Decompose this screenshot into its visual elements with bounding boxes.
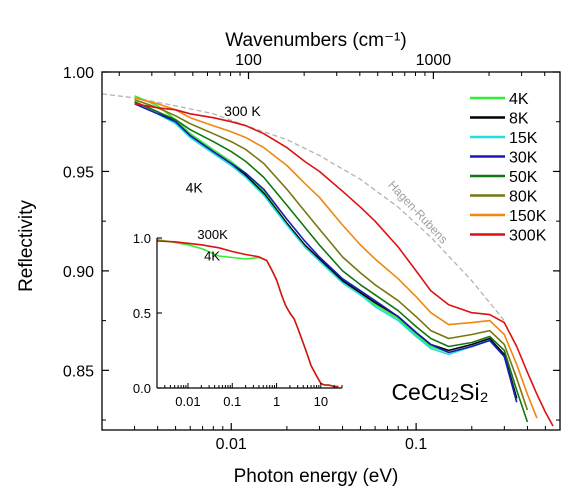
series-line-50k [134, 101, 529, 423]
hagen-rubens-curve [102, 93, 505, 322]
legend-label: 15K [509, 130, 538, 147]
series-line-80k [134, 99, 529, 411]
legend-label: 8K [509, 111, 529, 128]
x-axis-label: Photon energy (eV) [234, 466, 399, 487]
legend-label: 150K [509, 208, 547, 225]
y-tick-label: 0.90 [63, 264, 94, 281]
inset-annotation-label: 300K [197, 227, 228, 242]
material-label: CeCu₂Si₂ [391, 379, 488, 405]
inset-annotation-label: 4K [204, 249, 220, 264]
inset-x-tick-label: 0.1 [223, 394, 241, 409]
series-line-30k [134, 103, 518, 403]
legend-label: 50K [509, 169, 538, 186]
inset-y-tick-label: 0.5 [133, 306, 151, 321]
legend-label: 300K [509, 228, 547, 245]
annotation-label: 4K [186, 179, 204, 195]
x-tick-label: 0.01 [216, 436, 247, 453]
series-line-300k [134, 103, 554, 427]
legend-label: 30K [509, 150, 538, 167]
top-tick-label: 1000 [416, 52, 452, 69]
y-tick-label: 0.85 [63, 363, 94, 380]
top-tick-label: 100 [235, 52, 262, 69]
main-plot-frame [101, 71, 561, 431]
inset-y-tick-label: 0.0 [133, 381, 151, 396]
legend-label: 4K [509, 91, 529, 108]
y-axis-label: Reflectivity [16, 200, 37, 292]
top-axis-label: Wavenumbers (cm⁻¹) [225, 30, 406, 51]
legend-label: 80K [509, 189, 538, 206]
inset-y-tick-label: 1.0 [133, 231, 151, 246]
y-tick-label: 0.95 [63, 164, 94, 181]
inset-x-tick-label: 10 [314, 394, 328, 409]
inset-x-tick-label: 0.01 [175, 394, 200, 409]
series-line-150k [134, 97, 538, 419]
x-tick-label: 0.1 [405, 436, 427, 453]
annotation-label: 300 K [224, 103, 261, 119]
y-tick-label: 1.00 [63, 65, 94, 82]
inset-x-tick-label: 1 [273, 394, 280, 409]
series-line-15k [134, 103, 518, 403]
